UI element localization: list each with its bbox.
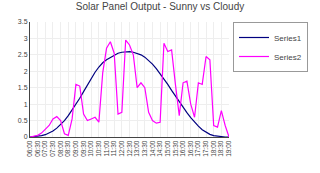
- svg-text:1.5: 1.5: [18, 84, 28, 91]
- svg-text:11:00: 11:00: [103, 140, 110, 156]
- svg-text:17:00: 17:00: [194, 140, 201, 157]
- svg-text:06:30: 06:30: [34, 140, 41, 157]
- svg-text:07:00: 07:00: [41, 140, 48, 157]
- svg-text:2.5: 2.5: [18, 51, 28, 58]
- svg-text:14:00: 14:00: [149, 140, 156, 157]
- svg-text:0.5: 0.5: [18, 117, 28, 124]
- svg-text:0: 0: [24, 133, 28, 140]
- svg-text:Series1: Series1: [274, 34, 302, 43]
- svg-text:15:00: 15:00: [164, 140, 171, 157]
- svg-text:2: 2: [24, 68, 28, 75]
- svg-text:10:00: 10:00: [87, 140, 94, 157]
- svg-text:17:30: 17:30: [202, 140, 209, 157]
- svg-text:16:00: 16:00: [179, 140, 186, 157]
- svg-text:Series2: Series2: [274, 53, 302, 62]
- svg-text:19:00: 19:00: [225, 140, 232, 157]
- svg-text:10:30: 10:30: [95, 140, 102, 157]
- svg-text:3: 3: [24, 35, 28, 42]
- svg-text:18:30: 18:30: [217, 140, 224, 157]
- svg-text:16:30: 16:30: [187, 140, 194, 157]
- svg-text:15:30: 15:30: [172, 140, 179, 157]
- svg-text:Solar Panel Output - Sunny vs: Solar Panel Output - Sunny vs Cloudy: [76, 1, 244, 12]
- svg-text:1: 1: [24, 101, 28, 108]
- svg-text:06:00: 06:00: [26, 140, 33, 157]
- svg-text:09:00: 09:00: [72, 140, 79, 157]
- svg-text:09:30: 09:30: [80, 140, 87, 157]
- svg-text:18:00: 18:00: [210, 140, 217, 157]
- svg-text:07:30: 07:30: [49, 140, 56, 157]
- svg-text:08:30: 08:30: [64, 140, 71, 157]
- svg-text:3.5: 3.5: [18, 18, 28, 25]
- svg-text:14:30: 14:30: [156, 140, 163, 157]
- svg-text:13:30: 13:30: [141, 140, 148, 157]
- svg-text:12:00: 12:00: [118, 140, 125, 157]
- svg-text:13:00: 13:00: [133, 140, 140, 157]
- svg-text:08:00: 08:00: [57, 140, 64, 157]
- svg-text:11:30: 11:30: [110, 140, 117, 156]
- svg-text:12:30: 12:30: [126, 140, 133, 157]
